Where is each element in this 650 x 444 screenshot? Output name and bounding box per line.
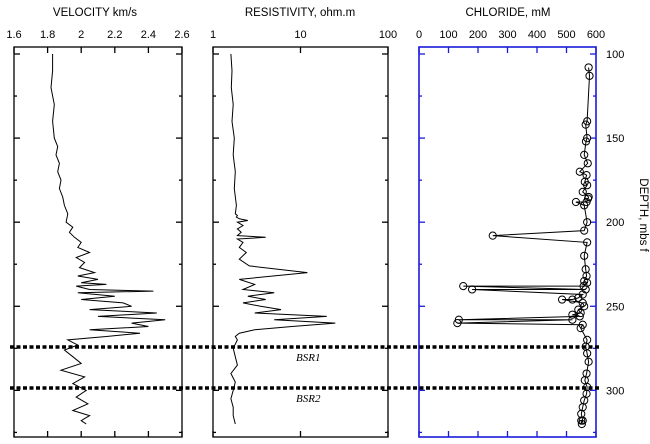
x-tick-label: 200: [469, 29, 487, 41]
data-point: [585, 71, 594, 80]
data-point: [581, 137, 591, 146]
x-tick-label: 2.6: [174, 29, 189, 41]
data-point: [568, 295, 577, 304]
data-point: [453, 318, 462, 328]
data-point: [584, 357, 593, 366]
data-point: [578, 187, 587, 197]
data-point: [568, 315, 577, 324]
x-tick-label: 2: [78, 29, 84, 41]
data-point: [577, 416, 586, 425]
data-point: [488, 231, 497, 240]
data-point: [568, 310, 577, 319]
data-point: [583, 133, 592, 143]
resistivity-title: RESISTIVITY, ohm.m: [245, 7, 355, 19]
data-point: [468, 285, 477, 294]
data-point: [580, 201, 589, 210]
data-point: [580, 150, 589, 160]
y-tick-label: 200: [606, 217, 624, 229]
bsr1-label: BSR1: [296, 352, 320, 364]
data-point: [581, 120, 590, 129]
data-point: [583, 238, 592, 247]
series-line: [230, 53, 336, 425]
data-point: [583, 218, 592, 227]
x-tick-label: 600: [587, 29, 605, 41]
chloride-title: CHLORIDE, mM: [466, 7, 551, 19]
data-point: [580, 251, 589, 260]
data-point: [575, 167, 584, 176]
x-tick-label: 1.6: [6, 29, 21, 41]
axis-ticks: [13, 47, 597, 437]
velocity-panel-frame: [13, 46, 183, 438]
y-tick-label: 150: [606, 133, 624, 145]
x-tick-label: 10: [294, 29, 306, 41]
y-tick-label: 250: [606, 301, 624, 313]
resistivity-panel-frame: [212, 46, 389, 438]
x-tick-label: 100: [379, 29, 397, 41]
data-point: [575, 312, 584, 321]
x-tick-label: 2.4: [141, 29, 156, 41]
y-tick-label: 300: [606, 385, 624, 397]
tick-labels: 1.6 1.8 2 2.2 2.4 2.6 1 10 100 0 100 200 300 400 500 60…: [6, 29, 624, 397]
velocity-title: VELOCITY km/s: [53, 7, 137, 19]
chloride-panel-frame: [418, 46, 597, 438]
data-point: [557, 295, 567, 304]
series-line: [50, 54, 166, 425]
data-point: [459, 281, 468, 291]
data-point: [574, 293, 583, 302]
x-tick-label: 2.2: [107, 29, 122, 41]
x-tick-label: 0: [416, 29, 422, 41]
x-tick-label: 300: [498, 29, 516, 41]
data-point: [580, 226, 589, 235]
data-point: [576, 308, 585, 318]
data-point: [576, 324, 585, 333]
x-tick-label: 100: [439, 29, 457, 41]
data-point: [583, 181, 592, 190]
bsr2-label: BSR2: [296, 393, 321, 405]
data-point: [583, 349, 592, 358]
x-tick-label: 500: [557, 29, 575, 41]
series-line: [457, 67, 591, 425]
x-tick-label: 1: [210, 29, 216, 41]
data-point: [584, 63, 593, 72]
x-tick-label: 400: [528, 29, 546, 41]
data-series: [50, 53, 594, 429]
data-point: [577, 419, 586, 429]
y-tick-label: 100: [606, 49, 624, 61]
x-tick-label: 1.8: [40, 29, 55, 41]
depth-axis-label: DEPTH, mbs f: [637, 178, 649, 252]
data-point: [583, 159, 592, 168]
data-point: [571, 197, 581, 207]
